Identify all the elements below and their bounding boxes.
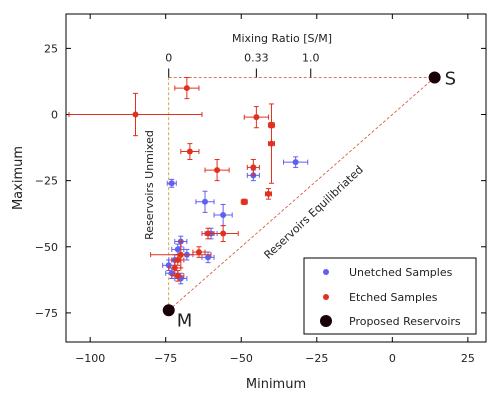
mixing-ratio-tick-label: 0.33	[244, 51, 269, 64]
etched-marker	[241, 198, 248, 205]
mixing-ratio-tick-label: 0	[165, 51, 172, 64]
x-tick-label: 0	[389, 352, 396, 365]
equilibrated-line	[168, 77, 435, 311]
etched-sample-point	[168, 259, 182, 277]
legend-label: Etched Samples	[349, 291, 438, 304]
y-tick-label: 25	[44, 42, 58, 55]
unetched-sample-point	[195, 190, 215, 213]
x-axis-title: Minimum	[246, 377, 306, 392]
etched-sample-point	[180, 143, 200, 160]
reservoir-label-s: S	[445, 68, 456, 89]
etched-sample-point	[174, 76, 200, 100]
etched-marker	[220, 230, 227, 237]
unetched-marker	[220, 212, 227, 219]
y-axis-title: Maximum	[11, 146, 26, 210]
y-axis: 25 0 −25 −50 −75	[35, 42, 486, 320]
mixing-ratio-title: Mixing Ratio [S/M]	[232, 32, 332, 45]
data-points-layer: SM	[68, 68, 456, 331]
etched-marker	[186, 148, 193, 155]
etched-sample-point	[192, 246, 206, 258]
etched-sample-point	[204, 158, 230, 182]
unetched-sample-point	[213, 203, 233, 227]
etched-marker	[183, 85, 190, 92]
x-tick-label: −75	[154, 352, 177, 365]
etched-sample-point	[246, 158, 260, 176]
etched-sample-point	[171, 254, 185, 266]
unetched-marker	[174, 246, 181, 253]
etched-marker	[171, 264, 178, 271]
legend: Unetched Samples Etched Samples Proposed R…	[303, 257, 477, 335]
etched-marker	[174, 257, 181, 263]
unetched-sample-point	[283, 156, 309, 168]
etched-marker	[265, 190, 272, 197]
unetched-sample-point	[201, 251, 215, 264]
legend-marker	[323, 269, 329, 275]
mixing-ratio-tick-label: 1.0	[302, 51, 320, 64]
reservoirs-unmixed-label: Reservoirs Unmixed	[143, 130, 156, 240]
etched-sample-point	[171, 270, 185, 282]
etched-sample-point	[264, 188, 272, 200]
unetched-marker	[292, 159, 299, 166]
legend-marker	[320, 315, 332, 327]
legend-label: Unetched Samples	[349, 266, 453, 279]
unetched-marker	[165, 262, 172, 269]
etched-sample-point	[150, 240, 212, 269]
legend-box	[303, 257, 477, 335]
y-tick-label: −75	[35, 307, 58, 320]
reservoir-label-m: M	[177, 310, 193, 331]
etched-marker	[177, 251, 184, 258]
unetched-sample-point	[166, 178, 177, 188]
etched-marker	[253, 114, 260, 121]
x-axis: −100 −75 −50 −25 0 25	[75, 14, 475, 365]
unetched-marker	[201, 198, 208, 205]
x-tick-label: 25	[461, 352, 475, 365]
x-tick-label: −25	[305, 352, 328, 365]
legend-label: Proposed Reservoirs	[349, 315, 461, 328]
etched-sample-point	[68, 92, 203, 137]
x-tick-label: −50	[230, 352, 253, 365]
etched-sample-point	[207, 225, 239, 242]
etched-marker	[132, 111, 139, 118]
legend-marker	[323, 294, 329, 300]
etched-marker	[268, 140, 275, 147]
etched-marker	[195, 249, 202, 256]
mixing-ratio-axis: Mixing Ratio [S/M] 0 0.33 1.0	[165, 32, 332, 78]
y-tick-label: −50	[35, 241, 58, 254]
etched-marker	[214, 167, 221, 174]
y-tick-label: 0	[51, 109, 58, 122]
etched-sample-point	[267, 103, 275, 184]
x-tick-label: −100	[75, 352, 105, 365]
etched-marker	[174, 272, 181, 279]
y-tick-label: −25	[35, 175, 58, 188]
reservoir-point-m	[162, 304, 175, 317]
unetched-marker	[168, 180, 175, 187]
etched-sample-point	[243, 106, 269, 129]
reservoir-point-s	[428, 71, 441, 84]
etched-marker	[250, 164, 257, 171]
unetched-marker	[205, 254, 212, 261]
unetched-marker	[168, 270, 175, 277]
etched-sample-point	[240, 198, 248, 205]
reference-lines-layer	[168, 77, 435, 311]
